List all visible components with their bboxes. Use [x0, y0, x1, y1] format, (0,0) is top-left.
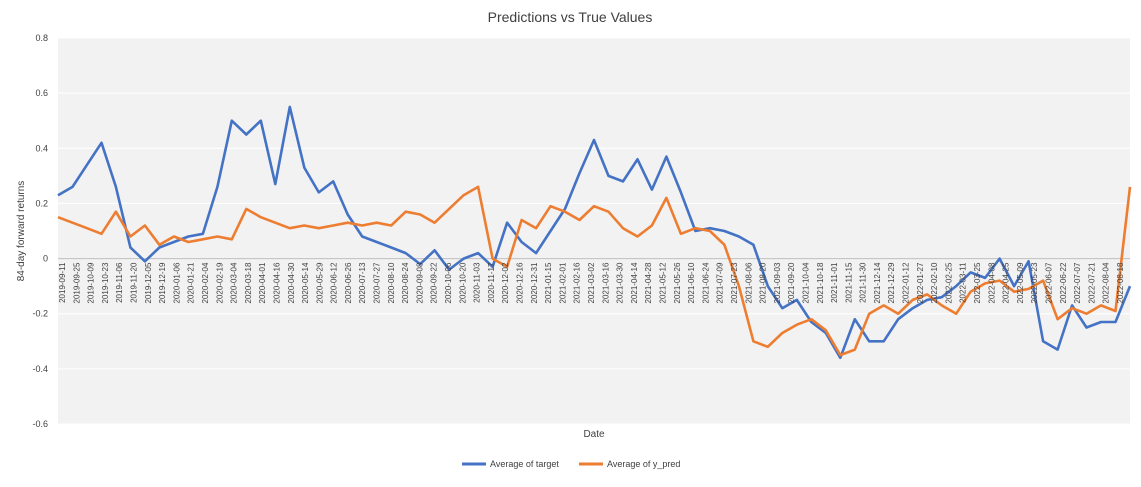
x-tick-label: 2021-08-06	[744, 262, 753, 303]
x-tick-label: 2020-02-04	[201, 262, 210, 303]
x-tick-label: 2021-08-20	[759, 262, 768, 303]
x-tick-label: 2022-06-22	[1059, 262, 1068, 303]
x-tick-label: 2020-12-31	[530, 262, 539, 303]
x-tick-label: 2022-07-21	[1087, 262, 1096, 303]
x-tick-label: 2021-01-15	[544, 262, 553, 303]
y-tick-label: 0.8	[35, 33, 48, 43]
x-tick-label: 2020-12-02	[501, 262, 510, 303]
x-tick-label: 2021-06-10	[687, 262, 696, 303]
x-tick-label: 2021-06-24	[701, 262, 710, 303]
x-tick-label: 2022-06-07	[1045, 262, 1054, 303]
x-tick-label: 2022-03-25	[973, 262, 982, 303]
x-tick-label: 2020-09-22	[430, 262, 439, 303]
x-tick-label: 2020-07-13	[358, 262, 367, 303]
x-tick-label: 2020-10-06	[444, 262, 453, 303]
x-tick-label: 2021-05-12	[658, 262, 667, 303]
x-tick-label: 2020-12-16	[516, 262, 525, 303]
y-tick-label: 0	[43, 254, 48, 264]
x-tick-label: 2020-09-08	[415, 262, 424, 303]
x-tick-label: 2020-06-12	[330, 262, 339, 303]
series-line-y-pred	[57, 185, 1132, 357]
x-tick-label: 2019-10-09	[87, 262, 96, 303]
x-tick-label: 2020-07-27	[373, 262, 382, 303]
y-tick-label: 0.4	[35, 143, 48, 153]
x-tick-label: 2021-10-04	[801, 262, 810, 303]
y-tick-label: -0.4	[32, 364, 48, 374]
x-tick-label: 2020-04-30	[287, 262, 296, 303]
x-tick-label: 2022-02-10	[930, 262, 939, 303]
x-tick-label: 2022-08-04	[1102, 262, 1111, 303]
y-axis-ticks: 0.8 0.6 0.4 0.2 0 -0.2 -0.4 -0.6	[32, 33, 48, 429]
chart-title: Predictions vs True Values	[488, 9, 653, 25]
x-tick-label: 2022-05-09	[1016, 262, 1025, 303]
x-tick-label: 2020-10-20	[458, 262, 467, 303]
x-tick-label: 2022-01-12	[902, 262, 911, 303]
x-tick-label: 2019-11-20	[129, 262, 138, 303]
x-tick-label: 2022-05-23	[1030, 262, 1039, 303]
plot-area	[58, 38, 1130, 424]
x-tick-label: 2021-05-26	[673, 262, 682, 303]
x-tick-label: 2021-02-16	[573, 262, 582, 303]
x-tick-label: 2021-12-29	[887, 262, 896, 303]
x-tick-label: 2020-11-03	[473, 262, 482, 303]
y-tick-label: 0.2	[35, 198, 48, 208]
y-tick-label: 0.6	[35, 88, 48, 98]
x-tick-label: 2020-05-29	[315, 262, 324, 303]
x-tick-label: 2021-11-30	[859, 262, 868, 303]
x-tick-label: 2019-12-05	[144, 262, 153, 303]
legend-label-y-pred: Average of y_pred	[607, 459, 680, 469]
x-axis-title: Date	[583, 429, 605, 440]
y-tick-label: -0.2	[32, 309, 48, 319]
x-tick-label: 2019-10-23	[101, 262, 110, 303]
x-axis-ticks: 2019-09-11 2019-09-25 2019-10-09 2019-10-23…	[58, 262, 1125, 303]
x-tick-label: 2022-08-18	[1116, 262, 1125, 303]
x-tick-label: 2021-03-30	[616, 262, 625, 303]
x-tick-label: 2022-03-11	[959, 262, 968, 303]
x-tick-label: 2021-03-02	[587, 262, 596, 303]
x-tick-label: 2022-04-08	[987, 262, 996, 303]
x-tick-label: 2019-11-06	[115, 262, 124, 303]
x-tick-label: 2020-04-01	[258, 262, 267, 303]
x-tick-label: 2021-11-15	[844, 262, 853, 303]
x-tick-label: 2020-01-21	[187, 262, 196, 303]
gridlines	[58, 37, 1130, 425]
x-tick-label: 2020-06-26	[344, 262, 353, 303]
x-tick-label: 2021-02-01	[558, 262, 567, 303]
x-tick-label: 2022-04-25	[1002, 262, 1011, 303]
y-axis-title: 84-day forward returns	[16, 181, 27, 282]
x-tick-label: 2021-10-18	[816, 262, 825, 303]
x-tick-label: 2021-09-20	[787, 262, 796, 303]
series-line-target	[57, 105, 1132, 360]
y-tick-label: -0.6	[32, 419, 48, 429]
x-tick-label: 2021-09-03	[773, 262, 782, 303]
x-tick-label: 2020-01-06	[172, 262, 181, 303]
legend: Average of target Average of y_pred	[462, 459, 680, 469]
x-tick-label: 2019-12-19	[158, 262, 167, 303]
x-tick-label: 2021-07-09	[716, 262, 725, 303]
x-tick-label: 2022-07-07	[1073, 262, 1082, 303]
series-lines	[57, 105, 1132, 360]
x-tick-label: 2020-03-18	[244, 262, 253, 303]
x-tick-label: 2020-04-16	[272, 262, 281, 303]
x-tick-label: 2019-09-11	[58, 262, 67, 303]
x-tick-label: 2022-01-27	[916, 262, 925, 303]
x-tick-label: 2020-08-10	[387, 262, 396, 303]
x-tick-label: 2021-04-14	[630, 262, 639, 303]
legend-label-target: Average of target	[490, 459, 559, 469]
x-tick-label: 2021-03-16	[601, 262, 610, 303]
x-tick-label: 2020-02-19	[215, 262, 224, 303]
x-tick-label: 2021-12-14	[873, 262, 882, 303]
x-tick-label: 2020-08-24	[401, 262, 410, 303]
x-tick-label: 2021-11-01	[830, 262, 839, 303]
x-tick-label: 2020-03-04	[230, 262, 239, 303]
x-tick-label: 2021-07-23	[730, 262, 739, 303]
x-tick-label: 2021-04-28	[644, 262, 653, 303]
x-tick-label: 2020-05-14	[301, 262, 310, 303]
x-tick-label: 2019-09-25	[72, 262, 81, 303]
x-tick-label: 2022-02-25	[944, 262, 953, 303]
x-tick-label: 2020-11-17	[487, 262, 496, 303]
